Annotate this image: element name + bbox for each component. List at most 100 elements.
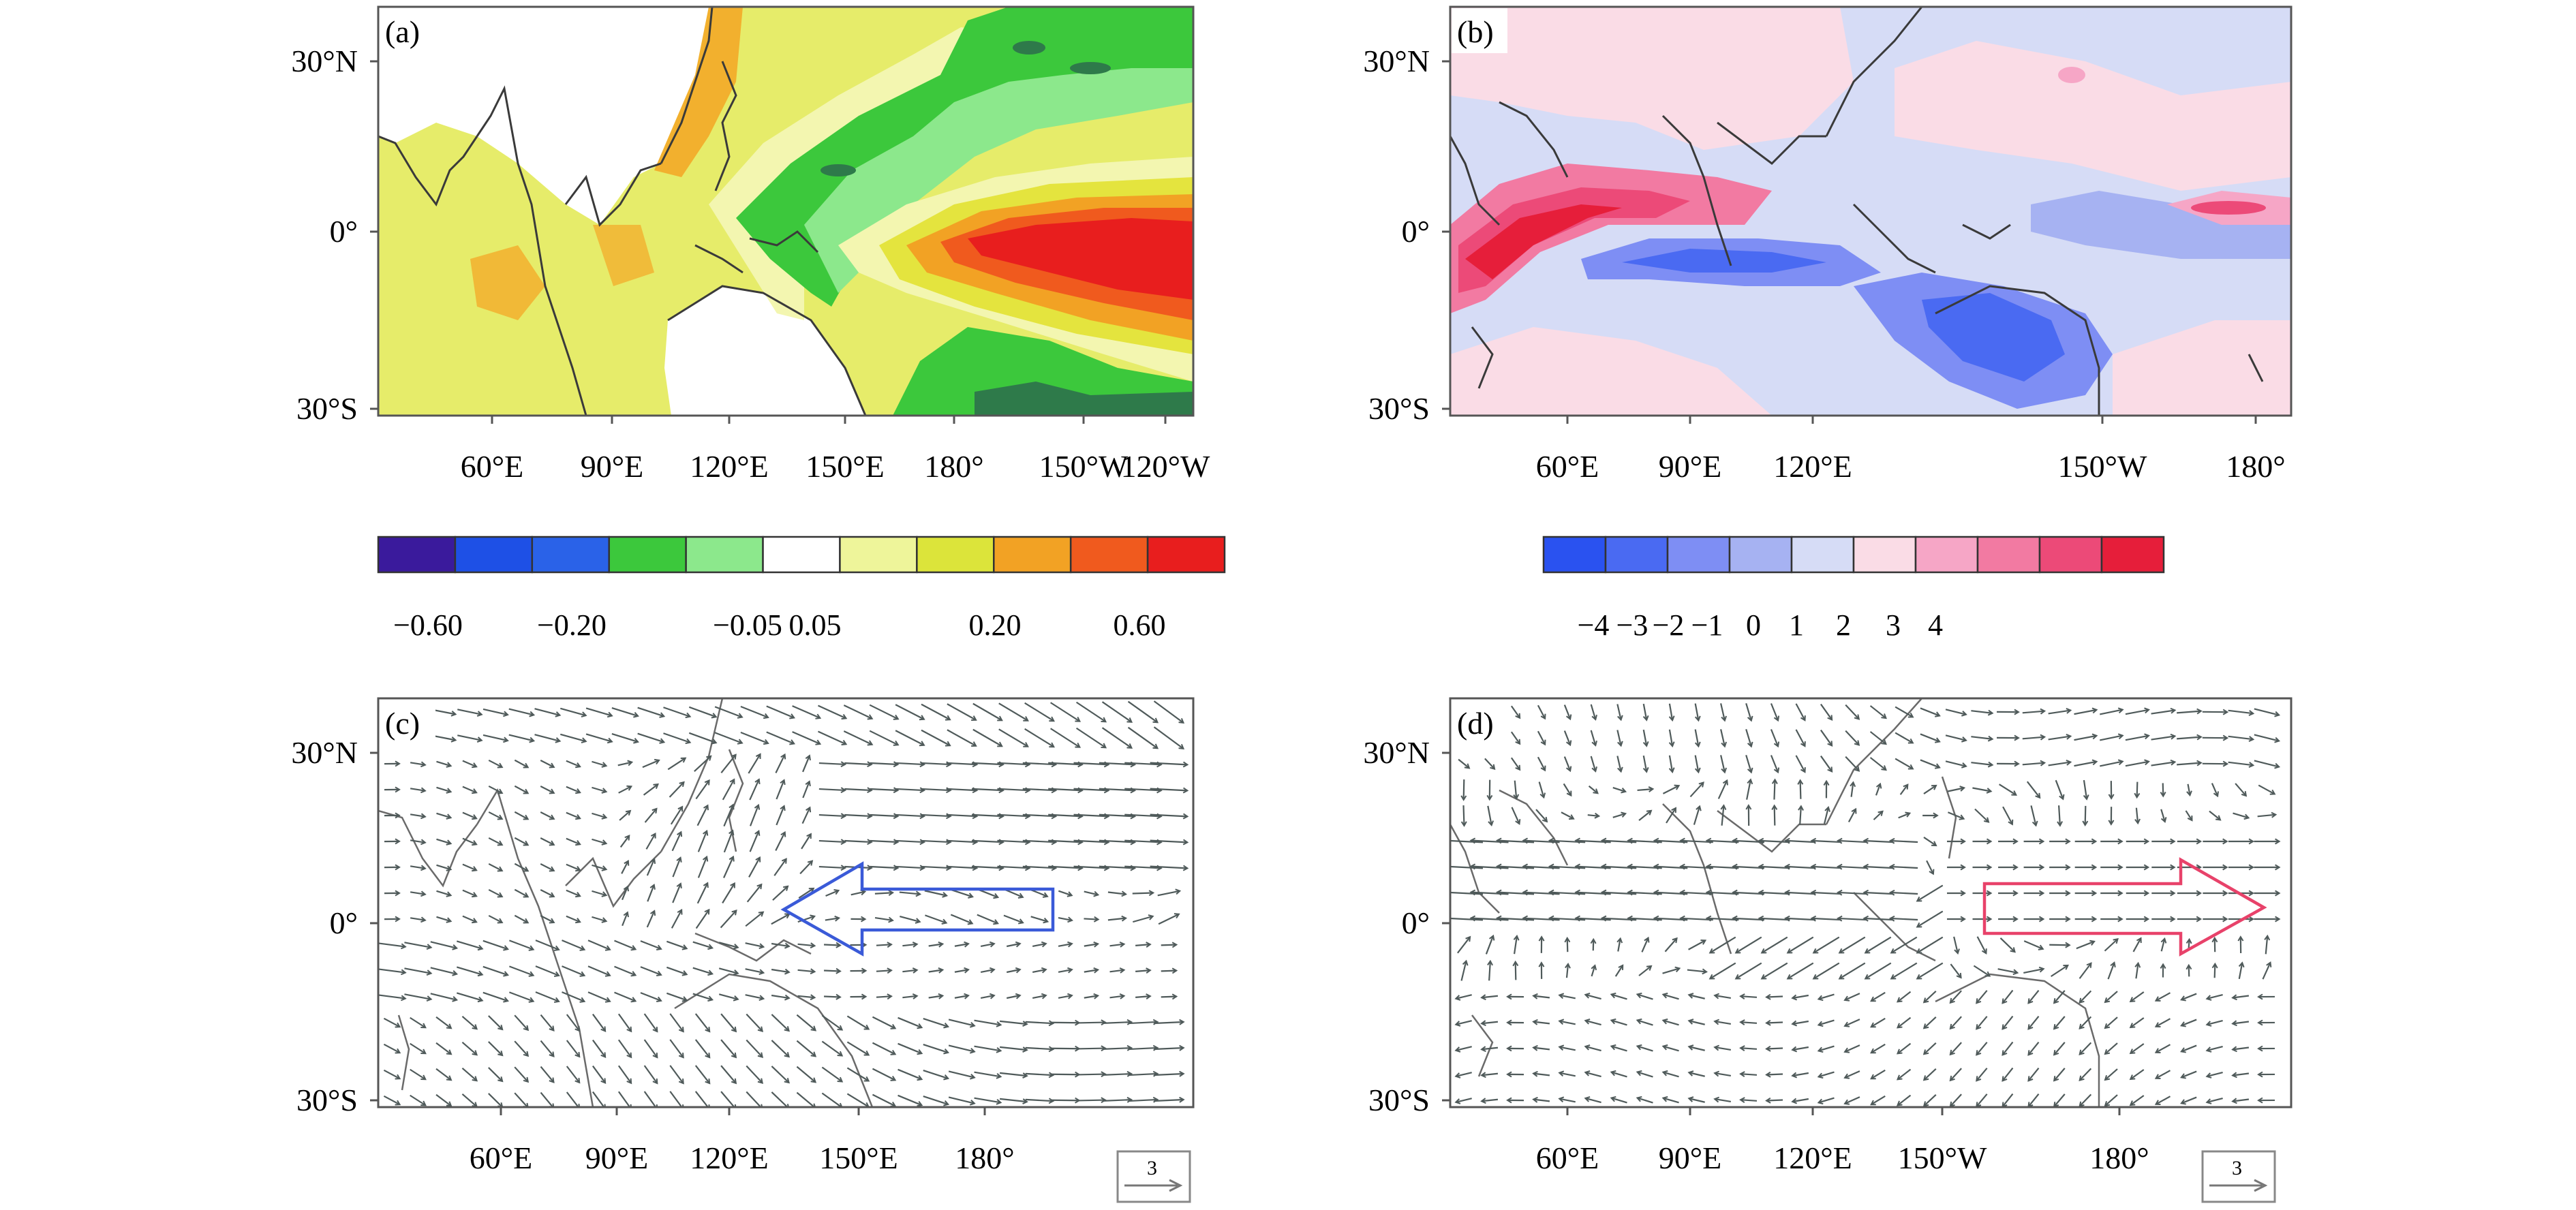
wind-vector	[2027, 1041, 2040, 1056]
lat-label: 30°S	[296, 1083, 358, 1117]
wind-vector	[1522, 889, 1560, 896]
wind-vector	[1765, 1071, 1783, 1078]
wind-vector	[646, 858, 656, 876]
wind-vector	[2002, 1041, 2014, 1056]
wind-vector	[720, 754, 737, 773]
wind-vector	[1732, 863, 1764, 870]
wind-vector	[592, 890, 608, 897]
wind-vector	[824, 967, 842, 974]
wind-vector	[611, 733, 639, 744]
wind-vector	[2022, 734, 2046, 741]
wind-vector	[587, 991, 611, 1003]
wind-vector	[1812, 936, 1840, 954]
wind-vector	[1668, 703, 1675, 722]
wind-vector	[1612, 811, 1627, 818]
wind-vector	[792, 705, 822, 719]
wind-vector	[775, 831, 786, 851]
wind-vector	[771, 994, 791, 1001]
wind-vector	[1558, 1096, 1576, 1103]
wind-vector	[1708, 962, 1736, 980]
colorbar-swatch	[1728, 536, 1793, 574]
wind-vector	[1506, 1045, 1524, 1052]
wind-vector	[462, 760, 478, 769]
wind-vector	[948, 1019, 976, 1028]
wind-vector	[2231, 1020, 2250, 1027]
wind-vector	[1739, 1071, 1758, 1078]
wind-vector	[1694, 703, 1701, 722]
wind-vector	[1150, 787, 1189, 794]
wind-vector	[821, 1066, 844, 1083]
wind-vector	[1810, 889, 1841, 896]
wind-vector	[514, 785, 530, 794]
lon-label: 180°	[955, 1141, 1014, 1175]
panel-c-reference-value: 3	[1147, 1157, 1157, 1179]
wind-vector	[1953, 936, 1960, 955]
wind-vector	[1786, 962, 1814, 980]
wind-vector	[1791, 994, 1809, 1001]
wind-vector	[1869, 731, 1887, 745]
wind-vector	[2027, 1015, 2040, 1030]
wind-vector	[614, 991, 637, 1003]
wind-vector	[585, 733, 613, 744]
wind-vector	[1469, 837, 1509, 844]
wind-vector	[2160, 809, 2167, 824]
wind-vector	[2134, 781, 2141, 799]
wind-vector	[637, 732, 666, 744]
wind-vector	[2023, 966, 2045, 974]
wind-vector	[1511, 807, 1521, 825]
wind-vector	[619, 809, 632, 821]
wind-vector	[2023, 940, 2044, 950]
wind-vector	[2254, 708, 2281, 717]
wind-vector	[1563, 730, 1572, 747]
wind-vector	[2151, 759, 2177, 766]
wind-vector	[2053, 1068, 2066, 1082]
wind-vector	[1875, 782, 1882, 796]
wind-vector	[672, 882, 682, 903]
wind-vector	[410, 1017, 427, 1029]
panel-d-reference-value: 3	[2232, 1157, 2242, 1179]
wind-vector	[617, 1065, 632, 1085]
wind-vector	[2002, 806, 2014, 826]
colorbar-swatch	[608, 536, 687, 574]
wind-vector	[1870, 1095, 1886, 1106]
wind-vector	[1843, 1070, 1860, 1079]
wind-vector	[1662, 784, 1681, 794]
wind-vector	[2079, 962, 2092, 979]
lat-label: 30°N	[291, 735, 358, 770]
wind-vector	[566, 786, 581, 794]
wind-vector	[2126, 864, 2150, 871]
panel-a-lat-labels: 30°N 0° 30°S	[291, 44, 378, 426]
wind-vector	[1693, 805, 1702, 825]
wind-vector	[540, 837, 555, 846]
wind-vector	[1838, 962, 1866, 980]
wind-vector	[954, 993, 970, 999]
wind-vector	[1976, 1042, 1988, 1056]
wind-vector	[694, 1039, 711, 1059]
wind-vector	[560, 733, 587, 744]
wind-vector	[771, 968, 791, 975]
colorbar-swatch	[1790, 536, 1855, 574]
panel-b-lon-labels: 60°E 90°E 120°E 150°W 180°	[1536, 416, 2286, 484]
wind-vector	[1154, 1019, 1185, 1025]
wind-vector	[488, 837, 504, 846]
wind-vector	[436, 916, 453, 923]
wind-vector	[1745, 729, 1753, 748]
wind-vector	[1795, 729, 1806, 747]
wind-vector	[1843, 1044, 1860, 1053]
wind-vector	[1890, 936, 1918, 954]
colorbar-swatch	[762, 536, 841, 574]
wind-vector	[1837, 863, 1867, 870]
colorbar-swatch	[916, 536, 995, 574]
wind-vector	[1460, 779, 1467, 801]
wind-vector	[1820, 703, 1833, 722]
wind-vector	[1971, 709, 1994, 716]
wind-vector	[2254, 916, 2281, 922]
wind-vector	[2129, 1017, 2145, 1029]
wind-vector	[1687, 1096, 1705, 1103]
wind-vector	[1532, 1044, 1550, 1051]
wind-vector	[2048, 733, 2072, 741]
wind-vector	[801, 833, 812, 850]
wind-vector	[2104, 1017, 2118, 1029]
wind-vector	[2231, 1098, 2250, 1104]
